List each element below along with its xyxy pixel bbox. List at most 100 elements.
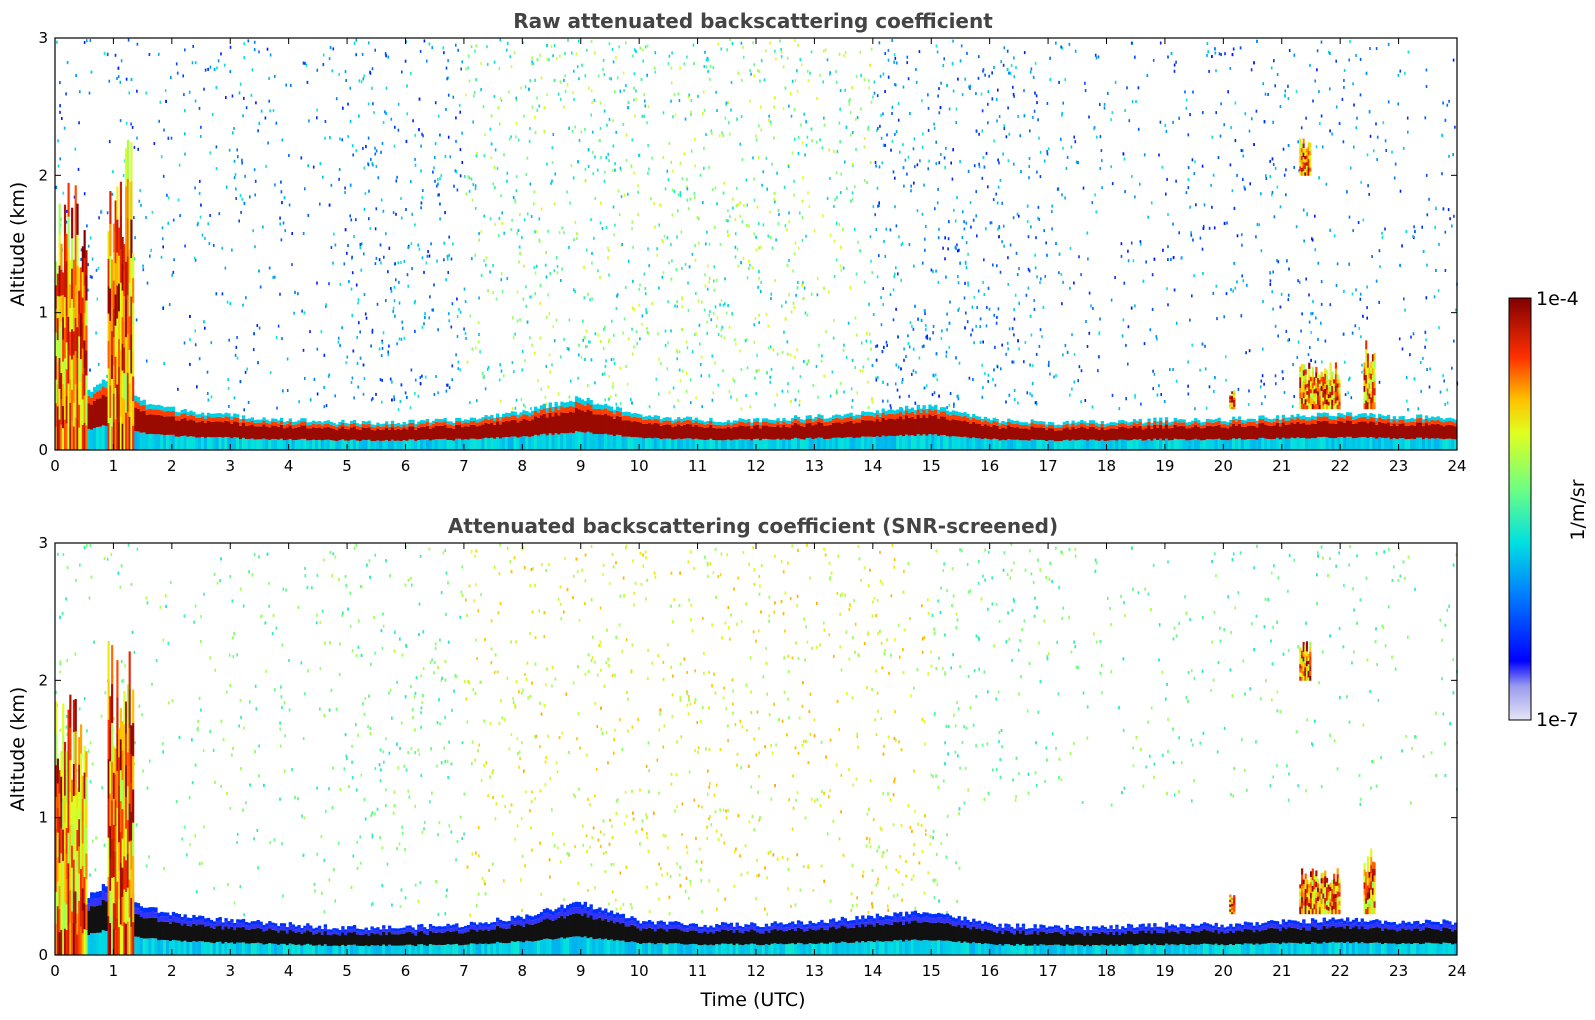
speckle-cell	[933, 122, 935, 126]
speckle-cell	[584, 127, 586, 131]
speckle-cell	[1139, 240, 1142, 244]
speckle-cell	[1248, 389, 1250, 393]
speckle-cell	[855, 272, 858, 276]
speckle-cell	[917, 317, 919, 321]
bl-base-cell	[241, 437, 246, 450]
bl-base-cell	[709, 438, 713, 450]
speckle-cell	[246, 367, 248, 371]
speckle-cell	[1086, 345, 1089, 348]
bl-core-cell	[729, 428, 734, 441]
speckle-cell	[914, 165, 916, 169]
speckle-cell	[877, 376, 879, 380]
speckle-cell	[1274, 166, 1277, 170]
bl-core-cell	[265, 426, 269, 440]
speckle-cell	[728, 121, 730, 125]
speckle-cell	[670, 329, 672, 333]
bl-core-cell	[466, 426, 471, 440]
speckle-cell	[368, 41, 370, 45]
speckle-cell	[778, 213, 780, 216]
speckle-cell	[78, 121, 80, 125]
speckle-cell	[1202, 224, 1205, 228]
speckle-cell	[97, 266, 100, 270]
speckle-cell	[923, 386, 926, 390]
speckle-cell	[350, 218, 353, 222]
bl-edge-cell	[1103, 424, 1107, 427]
bl-top-cell	[849, 416, 853, 421]
speckle-cell	[106, 374, 108, 378]
speckle-cell	[993, 66, 995, 69]
speckle-cell	[978, 165, 981, 169]
speckle-cell	[921, 212, 924, 216]
speckle-cell	[1421, 225, 1423, 229]
speckle-cell	[710, 129, 713, 133]
bl-base-cell	[785, 439, 789, 450]
speckle-cell	[915, 68, 917, 71]
bl-top-cell	[1010, 423, 1014, 427]
speckle-cell	[531, 105, 534, 109]
speckle-cell	[1229, 66, 1232, 70]
speckle-cell	[887, 58, 890, 62]
speckle-cell	[1030, 225, 1032, 229]
speckle-cell	[944, 257, 946, 261]
bl-base-cell	[271, 438, 275, 450]
speckle-cell	[940, 337, 943, 341]
speckle-cell	[414, 163, 417, 167]
bl-edge-cell	[586, 397, 590, 404]
speckle-cell	[75, 74, 77, 77]
speckle-cell	[1297, 140, 1299, 144]
bl-edge-cell	[659, 419, 663, 423]
speckle-cell	[940, 153, 942, 156]
bl-base-cell	[1071, 439, 1075, 450]
speckle-cell	[538, 217, 541, 221]
bl-edge-cell	[756, 417, 760, 422]
bl-base-cell	[472, 438, 476, 450]
bl-top-cell	[493, 421, 497, 425]
speckle-cell	[1447, 208, 1450, 212]
speckle-cell	[717, 333, 720, 336]
speckle-cell	[945, 275, 947, 279]
speckle-cell	[426, 59, 428, 63]
speckle-cell	[916, 209, 919, 213]
speckle-cell	[1051, 227, 1053, 231]
speckle-cell	[697, 241, 700, 245]
speckle-cell	[1038, 344, 1041, 348]
speckle-cell	[681, 266, 683, 270]
speckle-cell	[672, 115, 674, 119]
speckle-cell	[434, 156, 436, 159]
bl-base-cell	[399, 441, 403, 450]
speckle-cell	[523, 264, 525, 268]
bl-top-cell	[1083, 424, 1087, 428]
speckle-cell	[1220, 53, 1222, 57]
speckle-cell	[759, 79, 761, 83]
speckle-cell	[930, 268, 933, 272]
speckle-cell	[1014, 293, 1017, 297]
speckle-cell	[732, 206, 734, 210]
speckle-cell	[459, 368, 461, 372]
speckle-cell	[1099, 317, 1101, 321]
bl-top-cell	[945, 414, 950, 420]
speckle-cell	[348, 280, 350, 284]
bl-core-cell	[525, 419, 529, 437]
bl-core-cell	[586, 409, 590, 432]
bl-core-cell	[720, 428, 725, 441]
speckle-cell	[849, 111, 852, 115]
speckle-cell	[233, 159, 236, 163]
speckle-cell	[374, 152, 377, 156]
bl-base-cell	[148, 433, 152, 450]
speckle-cell	[786, 228, 788, 232]
bl-edge-cell	[408, 419, 412, 423]
speckle-cell	[664, 329, 667, 333]
speckle-cell	[923, 344, 925, 348]
speckle-cell	[328, 57, 331, 61]
speckle-cell	[887, 48, 890, 52]
speckle-cell	[676, 357, 678, 361]
speckle-cell	[877, 204, 879, 208]
bl-edge-cell	[846, 413, 850, 418]
speckle-cell	[1062, 101, 1064, 105]
speckle-cell	[1277, 334, 1279, 338]
speckle-cell	[721, 131, 723, 135]
bl-edge-cell	[718, 421, 722, 425]
speckle-cell	[1013, 389, 1016, 392]
speckle-cell	[573, 238, 575, 242]
bl-core-cell	[239, 425, 243, 440]
